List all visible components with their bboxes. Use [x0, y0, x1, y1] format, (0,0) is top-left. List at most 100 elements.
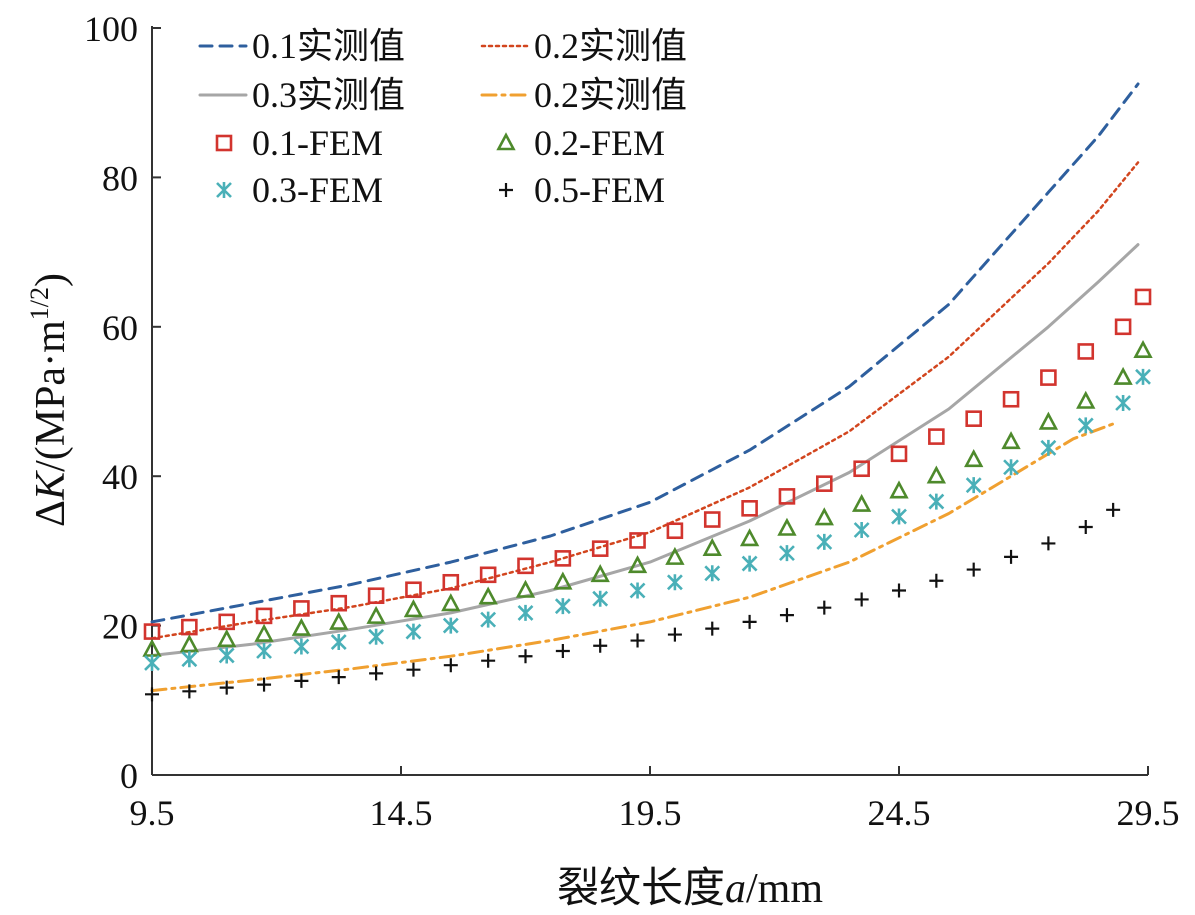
- data-point: [629, 532, 646, 549]
- x-tick-label: 19.5: [619, 793, 682, 833]
- legend-label: 0.2实测值: [534, 75, 687, 115]
- data-point: [218, 647, 235, 664]
- y-tick-label: 0: [120, 756, 138, 796]
- data-point: [405, 581, 422, 599]
- data-point: [293, 638, 310, 655]
- y-tick-label: 80: [102, 158, 138, 198]
- data-point: [1077, 417, 1094, 434]
- series-markers-4: [143, 288, 1152, 640]
- data-point: [406, 662, 421, 677]
- legend-label: 0.2-FEM: [534, 123, 665, 163]
- data-point: [1041, 536, 1056, 551]
- data-point: [667, 627, 682, 642]
- legend-entry: 0.3实测值: [198, 75, 405, 115]
- data-point: [889, 480, 909, 499]
- data-point: [517, 557, 534, 575]
- data-point: [854, 592, 869, 607]
- data-point: [367, 587, 385, 605]
- data-point: [814, 507, 834, 526]
- data-point: [1115, 394, 1132, 411]
- series-layer: [142, 82, 1153, 702]
- data-point: [778, 488, 796, 505]
- legend-label: 0.3-FEM: [252, 170, 383, 210]
- data-point: [851, 493, 872, 512]
- data-point: [443, 658, 458, 673]
- legend-entry: 0.5-FEM: [499, 170, 665, 210]
- data-point: [403, 599, 424, 618]
- data-point: [666, 574, 683, 591]
- data-point: [517, 604, 534, 621]
- legend-swatch: [496, 132, 516, 151]
- data-point: [1113, 366, 1133, 385]
- data-point: [257, 677, 272, 692]
- data-point: [1003, 459, 1019, 476]
- x-tick-label: 9.5: [130, 793, 175, 833]
- data-point: [742, 614, 757, 629]
- data-point: [179, 634, 200, 653]
- data-point: [255, 607, 273, 625]
- data-point: [1133, 339, 1153, 359]
- series-line-3: [150, 422, 1115, 693]
- legend-entry: 0.1实测值: [198, 26, 405, 66]
- data-point: [331, 670, 346, 685]
- data-point: [405, 623, 422, 640]
- data-point: [593, 638, 608, 653]
- data-point: [665, 546, 685, 565]
- data-point: [1106, 502, 1121, 517]
- data-point: [964, 449, 984, 468]
- legend-label: 0.3实测值: [252, 75, 405, 115]
- data-point: [1077, 343, 1095, 360]
- data-point: [853, 460, 870, 478]
- data-point: [892, 583, 906, 598]
- series-markers-5: [142, 339, 1153, 657]
- data-point: [182, 684, 197, 699]
- data-point: [1040, 369, 1057, 386]
- data-point: [929, 573, 944, 588]
- x-tick-label: 24.5: [868, 793, 931, 833]
- data-point: [741, 500, 758, 517]
- data-point: [928, 493, 945, 510]
- data-point: [1114, 318, 1132, 336]
- x-tick-label: 14.5: [370, 793, 433, 833]
- data-point: [890, 445, 908, 463]
- data-point: [218, 613, 235, 631]
- data-point: [369, 666, 384, 681]
- y-tick-label: 100: [84, 9, 138, 49]
- legend-entry: 0.1-FEM: [215, 123, 383, 163]
- data-point: [1004, 549, 1019, 564]
- data-point: [144, 654, 160, 671]
- data-point: [928, 428, 945, 445]
- data-point: [779, 608, 794, 623]
- data-point: [555, 643, 570, 658]
- data-point: [554, 550, 572, 567]
- data-point: [478, 586, 498, 605]
- legend-entry: 0.2实测值: [480, 26, 687, 66]
- y-axis-title: ΔK/(MPa·m1/2): [25, 273, 74, 527]
- legend-label: 0.5-FEM: [534, 170, 665, 210]
- legend-swatch: [499, 183, 513, 197]
- y-tick-label: 40: [102, 457, 138, 497]
- axes: 9.5 14.5 19.5 24.5 29.5 0 20 40 60 80 100: [84, 9, 1180, 833]
- data-point: [217, 629, 237, 648]
- data-point: [1038, 411, 1059, 430]
- data-point: [518, 649, 533, 664]
- data-point: [704, 565, 721, 582]
- data-point: [1002, 390, 1020, 408]
- data-point: [891, 508, 907, 525]
- data-point: [366, 605, 386, 624]
- legend-label: 0.1实测值: [252, 26, 405, 66]
- series-line-1: [150, 161, 1140, 640]
- data-point: [777, 517, 797, 536]
- data-point: [330, 634, 347, 651]
- data-point: [705, 621, 720, 636]
- data-point: [368, 628, 385, 645]
- data-point: [926, 465, 947, 484]
- data-point: [741, 555, 758, 572]
- data-point: [254, 623, 274, 642]
- x-tick-label: 29.5: [1117, 793, 1180, 833]
- legend-entry: 0.2实测值: [480, 75, 687, 115]
- legend-entry: 0.2-FEM: [496, 123, 665, 163]
- data-point: [479, 566, 497, 584]
- data-point: [1040, 439, 1057, 456]
